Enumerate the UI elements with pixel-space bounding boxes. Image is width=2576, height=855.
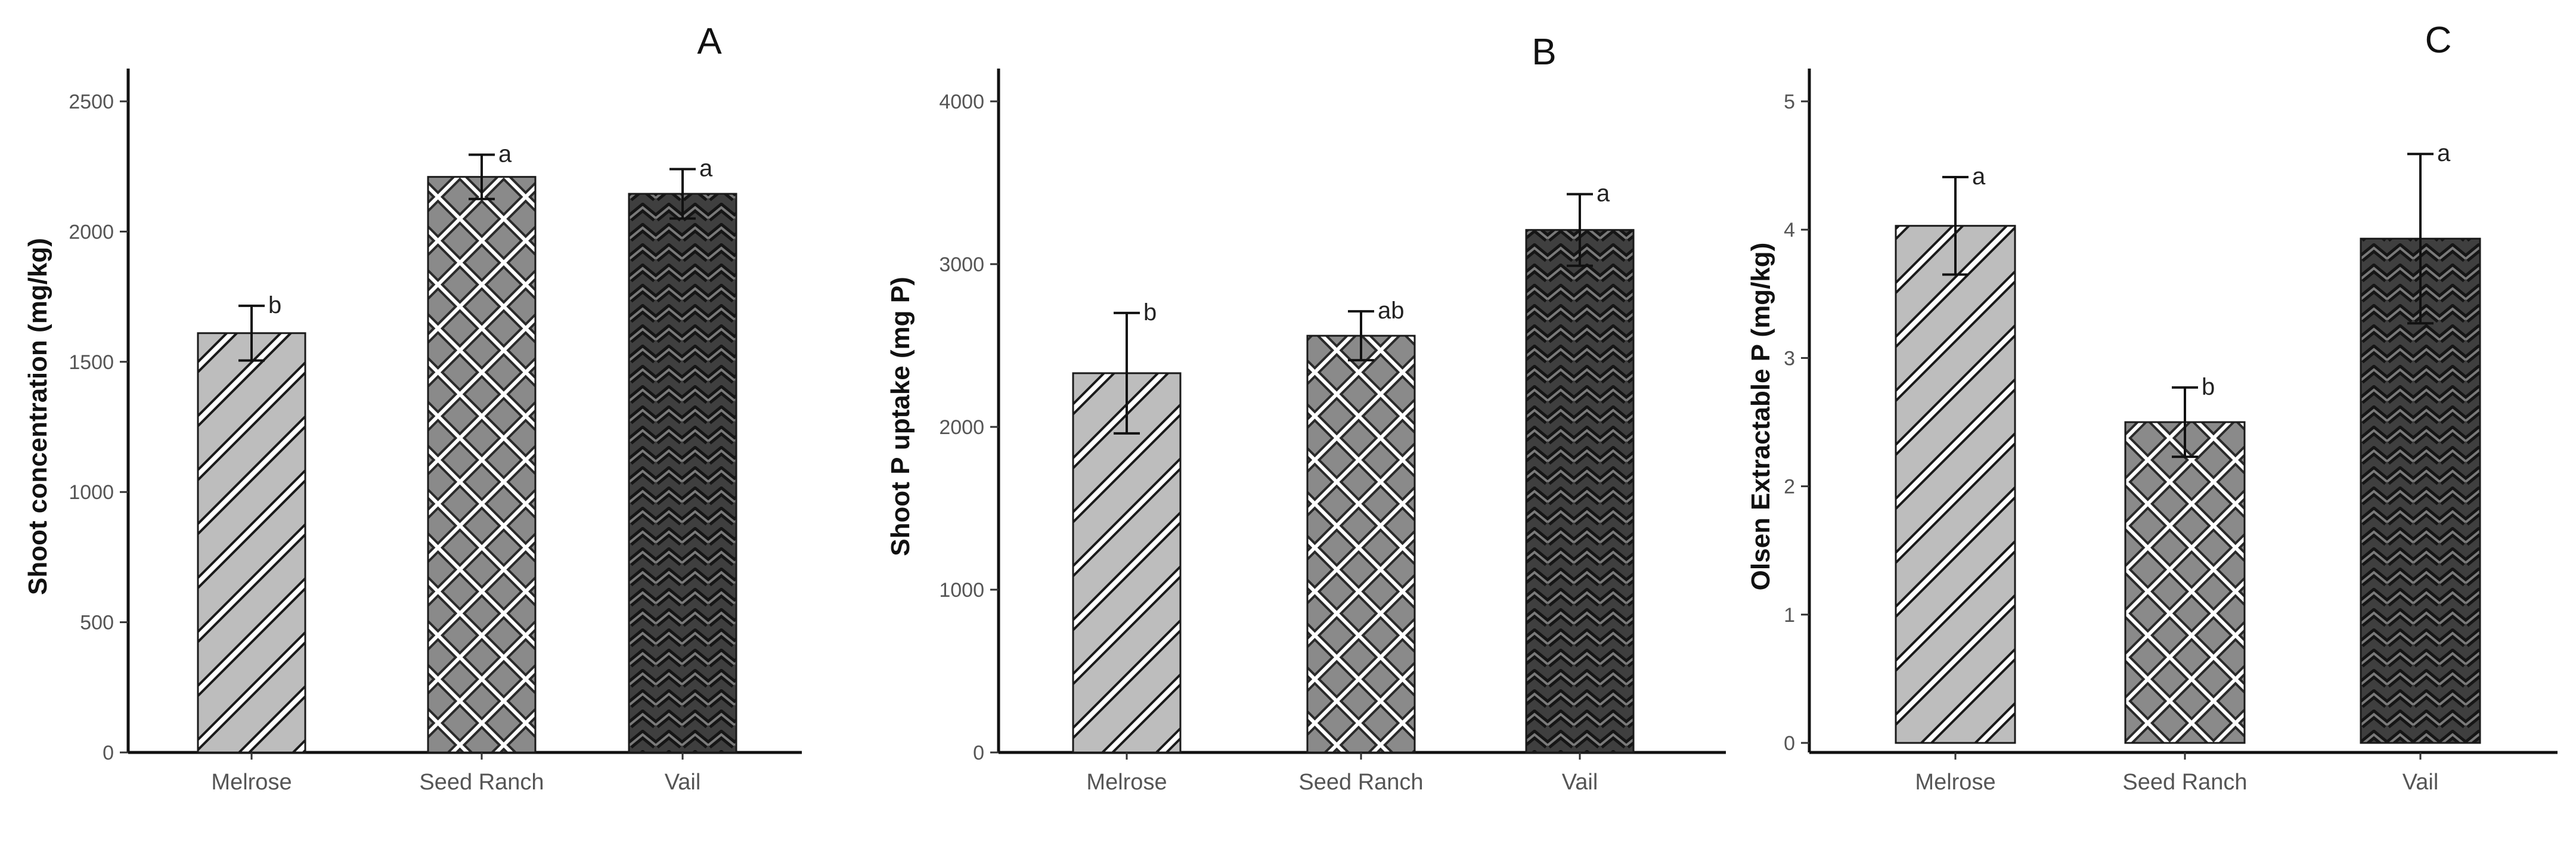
- error-bar: [1348, 310, 1374, 362]
- y-tick-label: 2: [1784, 476, 1795, 498]
- y-tick-label: 0: [973, 742, 984, 764]
- y-tick-label: 0: [1784, 732, 1795, 755]
- panel-c: 0 1 2 3 4 5 Olsen Extractable P (mg/kg) Ca Melro…: [1746, 20, 2558, 795]
- x-tick-label: Melrose: [1086, 770, 1167, 795]
- significance-letter: b: [2202, 374, 2215, 400]
- bar-seed-ranch: [1306, 334, 1416, 754]
- y-tick-label: 3000: [939, 253, 984, 276]
- y-tick-label: 2500: [69, 91, 114, 113]
- y-tick-label: 3: [1784, 347, 1795, 370]
- y-tick-label: 1000: [69, 481, 114, 504]
- error-bar: [2172, 386, 2198, 459]
- y-tick-label: 2000: [69, 221, 114, 243]
- significance-letter: b: [1143, 299, 1157, 326]
- y-tick-label: 0: [103, 742, 114, 764]
- significance-letter: ab: [1378, 298, 1405, 324]
- y-axis-title: Shoot concentration (mg/kg): [23, 238, 52, 595]
- bar-vail: [628, 193, 737, 754]
- error-bar: [1942, 175, 1969, 276]
- bar-vail: [1525, 229, 1635, 754]
- panel-letter: B: [1532, 32, 1556, 73]
- error-bar: [1114, 311, 1140, 435]
- panel-letter: C: [2425, 20, 2452, 61]
- x-tick-label: Vail: [1562, 770, 1598, 795]
- y-tick-label: 5: [1784, 91, 1795, 113]
- error-bar: [469, 153, 495, 200]
- error-bar: [2407, 153, 2434, 325]
- y-tick-label: 1000: [939, 579, 984, 602]
- x-tick-label: Melrose: [1915, 770, 1995, 795]
- bar-seed-ranch: [427, 176, 537, 754]
- error-bar: [1567, 193, 1593, 267]
- y-tick-label: 2000: [939, 416, 984, 439]
- x-tick-label: Seed Ranch: [419, 770, 544, 795]
- y-tick-label: 4: [1784, 219, 1795, 241]
- significance-letter: a: [1597, 181, 1610, 207]
- panel-letter: A: [697, 21, 722, 62]
- error-bar: [669, 168, 696, 220]
- x-tick-label: Seed Ranch: [2122, 770, 2247, 795]
- bar-melrose: [1895, 225, 2016, 744]
- y-tick-label: 500: [80, 612, 114, 634]
- x-tick-label: Vail: [2403, 770, 2439, 795]
- bar-melrose: [197, 332, 306, 754]
- panel-a: 0 500 1000 1500 2000 2500 Shoot concentration …: [23, 21, 802, 795]
- significance-letter: a: [699, 156, 713, 182]
- bar-melrose: [1072, 372, 1182, 754]
- y-axis-title: Olsen Extractable P (mg/kg): [1746, 243, 1775, 591]
- significance-letter: a: [2437, 140, 2451, 166]
- significance-letter: a: [498, 141, 512, 168]
- error-bar: [238, 304, 265, 362]
- y-tick-label: 1: [1784, 604, 1795, 627]
- y-tick-label: 4000: [939, 91, 984, 113]
- significance-letter: b: [268, 292, 281, 318]
- x-tick-label: Vail: [665, 770, 701, 795]
- x-tick-label: Seed Ranch: [1298, 770, 1423, 795]
- y-axis-title: Shoot P uptake (mg P): [886, 277, 915, 556]
- x-tick-label: Melrose: [211, 770, 292, 795]
- significance-letter: a: [1972, 163, 1986, 190]
- panel-b: 0 1000 2000 3000 4000 Shoot P uptake (mg P) Bb…: [886, 32, 1726, 795]
- bar-seed-ranch: [2124, 421, 2246, 744]
- y-tick-label: 1500: [69, 351, 114, 374]
